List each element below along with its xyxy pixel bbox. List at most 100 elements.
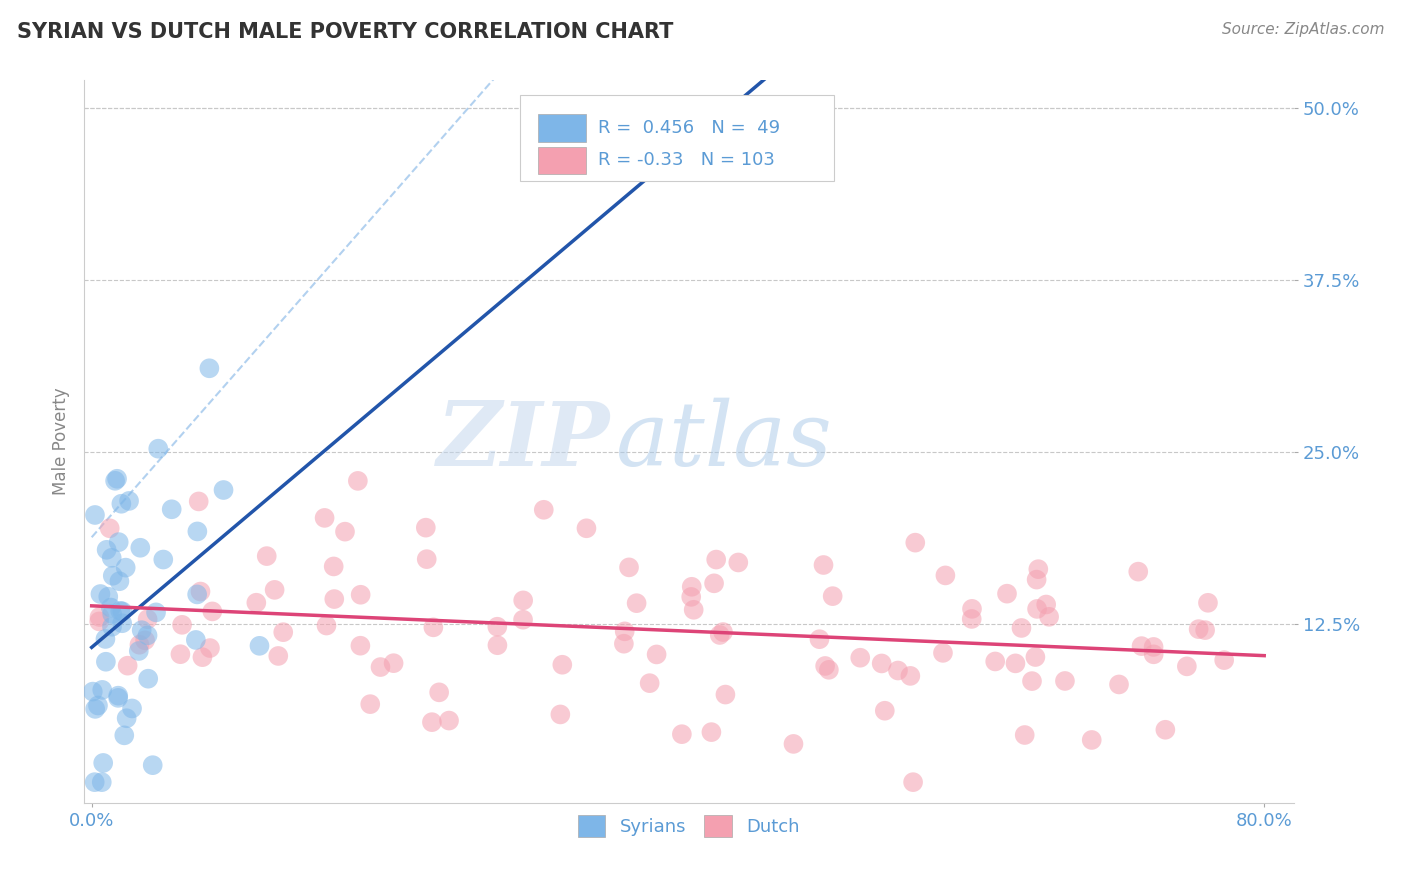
Point bbox=[1108, 677, 1130, 691]
Point bbox=[782, 737, 804, 751]
Point bbox=[870, 657, 893, 671]
Point bbox=[887, 664, 910, 678]
Point bbox=[821, 589, 844, 603]
Text: atlas: atlas bbox=[616, 398, 832, 485]
Point bbox=[212, 483, 235, 497]
Point bbox=[91, 756, 114, 770]
Point bbox=[486, 620, 509, 634]
Point bbox=[904, 535, 927, 549]
Point bbox=[198, 641, 221, 656]
Point bbox=[187, 494, 209, 508]
Point bbox=[100, 600, 122, 615]
Point bbox=[681, 580, 703, 594]
Point bbox=[263, 582, 285, 597]
Point bbox=[1024, 650, 1046, 665]
Point bbox=[110, 497, 132, 511]
Point bbox=[87, 698, 110, 713]
Point bbox=[1004, 657, 1026, 671]
Point bbox=[645, 648, 668, 662]
Point bbox=[128, 638, 150, 652]
Point bbox=[115, 711, 138, 725]
Point bbox=[818, 663, 841, 677]
Point bbox=[94, 632, 117, 646]
Point bbox=[107, 690, 129, 705]
Point bbox=[129, 541, 152, 555]
Point bbox=[96, 542, 118, 557]
Point bbox=[703, 576, 725, 591]
Point bbox=[550, 707, 572, 722]
Point bbox=[1053, 673, 1076, 688]
Point bbox=[1025, 573, 1047, 587]
Point bbox=[427, 685, 450, 699]
Point bbox=[814, 659, 837, 673]
Point bbox=[1035, 598, 1057, 612]
Point bbox=[486, 638, 509, 652]
Point bbox=[1188, 622, 1211, 636]
Point bbox=[107, 535, 129, 549]
Point bbox=[82, 684, 104, 698]
Point bbox=[89, 610, 111, 624]
Point bbox=[422, 620, 444, 634]
Point bbox=[117, 658, 139, 673]
Point bbox=[249, 639, 271, 653]
Legend: Syrians, Dutch: Syrians, Dutch bbox=[571, 808, 807, 845]
Point bbox=[370, 660, 392, 674]
Point bbox=[107, 689, 129, 703]
Point bbox=[315, 618, 337, 632]
Point bbox=[114, 560, 136, 574]
Point bbox=[84, 508, 107, 522]
Point bbox=[960, 602, 983, 616]
Point bbox=[322, 559, 344, 574]
Point bbox=[1011, 621, 1033, 635]
Point bbox=[1021, 674, 1043, 689]
Point bbox=[201, 604, 224, 618]
Point bbox=[136, 612, 159, 626]
Point bbox=[995, 587, 1018, 601]
Point bbox=[512, 593, 534, 607]
Point bbox=[267, 648, 290, 663]
Text: ZIP: ZIP bbox=[437, 399, 610, 484]
Point bbox=[551, 657, 574, 672]
Point bbox=[1175, 659, 1198, 673]
Point bbox=[152, 552, 174, 566]
Text: R = -0.33   N = 103: R = -0.33 N = 103 bbox=[599, 152, 775, 169]
Point bbox=[136, 628, 159, 642]
Point bbox=[169, 647, 191, 661]
Point bbox=[932, 646, 955, 660]
Point bbox=[84, 702, 107, 716]
Point bbox=[709, 628, 731, 642]
Point bbox=[98, 521, 121, 535]
Text: Source: ZipAtlas.com: Source: ZipAtlas.com bbox=[1222, 22, 1385, 37]
Point bbox=[101, 607, 124, 621]
Point bbox=[1154, 723, 1177, 737]
Point bbox=[83, 775, 105, 789]
Point bbox=[934, 568, 956, 582]
Point bbox=[350, 588, 373, 602]
Point bbox=[323, 592, 346, 607]
Point bbox=[1026, 602, 1049, 616]
Point bbox=[121, 701, 143, 715]
Point bbox=[1014, 728, 1036, 742]
Point bbox=[136, 672, 159, 686]
Point bbox=[191, 650, 214, 665]
Point bbox=[671, 727, 693, 741]
Point bbox=[626, 596, 648, 610]
Bar bbox=[538, 114, 586, 142]
Point bbox=[727, 556, 749, 570]
Point bbox=[575, 521, 598, 535]
Point bbox=[704, 552, 727, 566]
Point bbox=[347, 474, 370, 488]
Point bbox=[873, 704, 896, 718]
Point bbox=[108, 574, 131, 589]
Point bbox=[100, 550, 122, 565]
Point bbox=[89, 587, 111, 601]
Point bbox=[1026, 562, 1049, 576]
Point bbox=[638, 676, 661, 690]
Text: SYRIAN VS DUTCH MALE POVERTY CORRELATION CHART: SYRIAN VS DUTCH MALE POVERTY CORRELATION… bbox=[17, 22, 673, 42]
Point bbox=[1213, 653, 1236, 667]
Point bbox=[170, 617, 193, 632]
Point bbox=[808, 632, 831, 647]
Point bbox=[617, 560, 640, 574]
Point bbox=[186, 524, 208, 539]
Point bbox=[359, 697, 381, 711]
